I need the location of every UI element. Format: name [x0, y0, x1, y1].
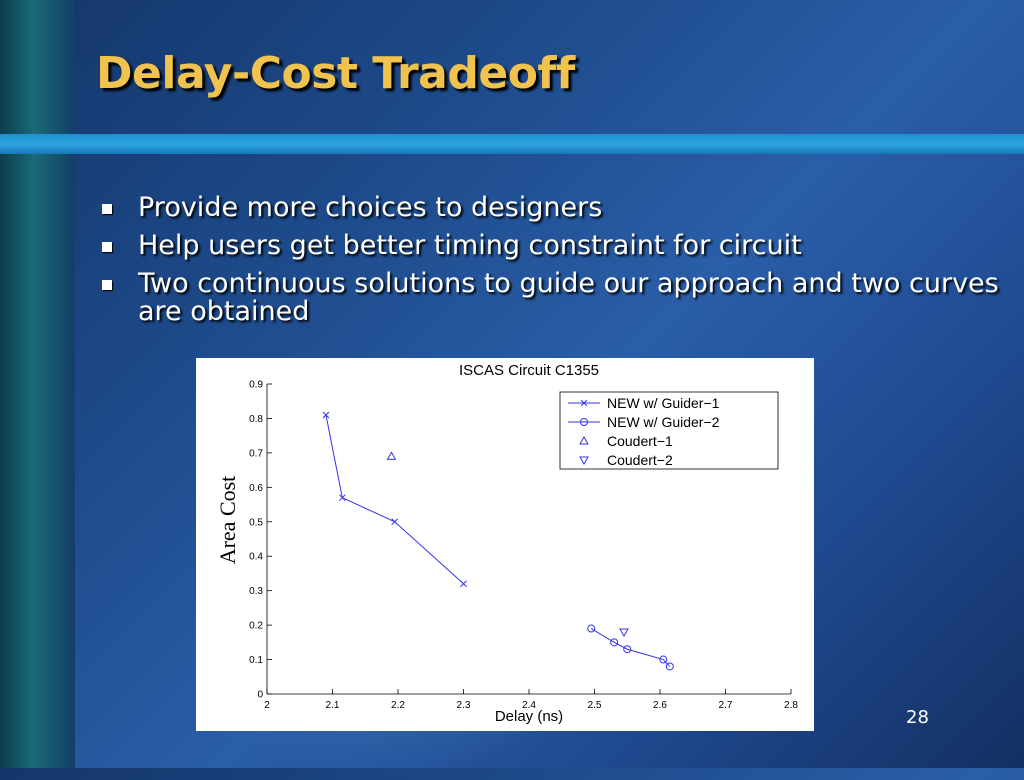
triangle-down-marker — [619, 628, 629, 638]
y-tick-label: 0.7 — [249, 448, 263, 459]
series-1 — [322, 411, 467, 588]
y-tick-label: 0.9 — [249, 380, 263, 391]
x-tick-label: 2.8 — [784, 700, 798, 711]
y-axis-label: Area Cost — [215, 476, 240, 565]
y-tick-label: 0.6 — [249, 483, 263, 494]
x-tick-label: 2.2 — [391, 700, 405, 711]
bullet-list: Provide more choices to designers Help u… — [100, 194, 1000, 336]
x-axis-label: Delay (ns) — [495, 708, 563, 725]
y-tick-label: 0.5 — [249, 517, 263, 528]
x-tick-label: 2.1 — [326, 700, 340, 711]
title-divider-bar — [0, 134, 1024, 154]
x-marker-stroke — [322, 411, 330, 419]
y-ticks: 0 0.1 0.2 0.3 0.4 0.5 0.6 0.7 0.8 0.9 — [249, 380, 272, 701]
x-marker — [580, 399, 588, 407]
chart-legend: NEW w/ Guider−1 NEW w/ Guider−2 Coudert−1 C… — [559, 391, 779, 470]
legend-label: NEW w/ Guider−1 — [607, 395, 720, 411]
legend-item: NEW w/ Guider−2 — [568, 414, 720, 430]
series-4 — [619, 628, 629, 638]
circle-marker — [623, 645, 632, 654]
series-line — [325, 414, 464, 585]
triangle-down-marker — [579, 456, 589, 466]
triangle-up-marker — [386, 451, 397, 460]
legend-item: NEW w/ Guider−1 — [568, 395, 720, 411]
legend-item: Coudert−1 — [579, 433, 673, 449]
legend-item: Coudert−2 — [579, 452, 673, 468]
legend-label: Coudert−2 — [607, 452, 673, 468]
bullet-square-icon — [102, 280, 112, 290]
x-tick-label: 2.7 — [719, 700, 733, 711]
slide-number: 28 — [906, 707, 929, 728]
bullet-square-icon — [102, 204, 112, 214]
chart-svg: ISCAS Circuit C1355 2 2.1 2.2 2.3 2.4 2.5 2.6 2… — [215, 362, 798, 725]
chart-title: ISCAS Circuit C1355 — [459, 362, 599, 379]
circle-marker — [580, 418, 588, 426]
y-tick-label: 0.1 — [249, 655, 263, 666]
series-layer — [322, 411, 674, 671]
bullet-text: Help users get better timing constraint … — [138, 230, 802, 261]
chart-panel: ISCAS Circuit C1355 2 2.1 2.2 2.3 2.4 2.5 2.6 2… — [196, 358, 814, 731]
bullet-square-icon — [102, 242, 112, 252]
circle-marker — [610, 638, 619, 647]
y-tick-label: 0.3 — [249, 586, 263, 597]
slide-title: Delay-Cost Tradeoff — [96, 48, 575, 99]
x-ticks: 2 2.1 2.2 2.3 2.4 2.5 2.6 2.7 2.8 — [264, 689, 798, 711]
circle-marker — [587, 624, 596, 633]
x-marker — [460, 580, 467, 588]
x-marker-stroke — [338, 494, 346, 502]
y-tick-label: 0.4 — [249, 552, 263, 563]
y-tick-label: 0.2 — [249, 621, 263, 632]
x-tick-label: 2.6 — [653, 700, 667, 711]
circle-marker — [665, 662, 674, 671]
x-tick-label: 2.4 — [522, 700, 536, 711]
series-line — [590, 628, 671, 667]
x-tick-label: 2.5 — [588, 700, 602, 711]
y-tick-label: 0 — [257, 690, 263, 701]
x-marker-stroke — [580, 399, 588, 407]
bullet-item: Help users get better timing constraint … — [100, 232, 1000, 260]
bullet-text: Two continuous solutions to guide our ap… — [138, 268, 999, 327]
circle-marker — [659, 655, 668, 664]
x-marker — [391, 518, 399, 526]
series-2 — [587, 624, 674, 671]
legend-label: Coudert−1 — [607, 433, 673, 449]
y-tick-label: 0.8 — [249, 414, 263, 425]
x-marker-stroke — [460, 580, 467, 588]
bullet-item: Two continuous solutions to guide our ap… — [100, 270, 1000, 326]
bullet-text: Provide more choices to designers — [138, 192, 603, 223]
x-marker-stroke — [391, 518, 399, 526]
triangle-up-marker — [579, 435, 589, 445]
left-decorative-band — [0, 0, 75, 768]
x-tick-label: 2.3 — [457, 700, 471, 711]
legend-label: NEW w/ Guider−2 — [607, 414, 720, 430]
x-marker — [338, 494, 346, 502]
x-marker — [322, 411, 330, 419]
legend-box — [559, 391, 779, 470]
x-tick-label: 2 — [264, 700, 270, 711]
series-3 — [386, 451, 397, 460]
bullet-item: Provide more choices to designers — [100, 194, 1000, 222]
